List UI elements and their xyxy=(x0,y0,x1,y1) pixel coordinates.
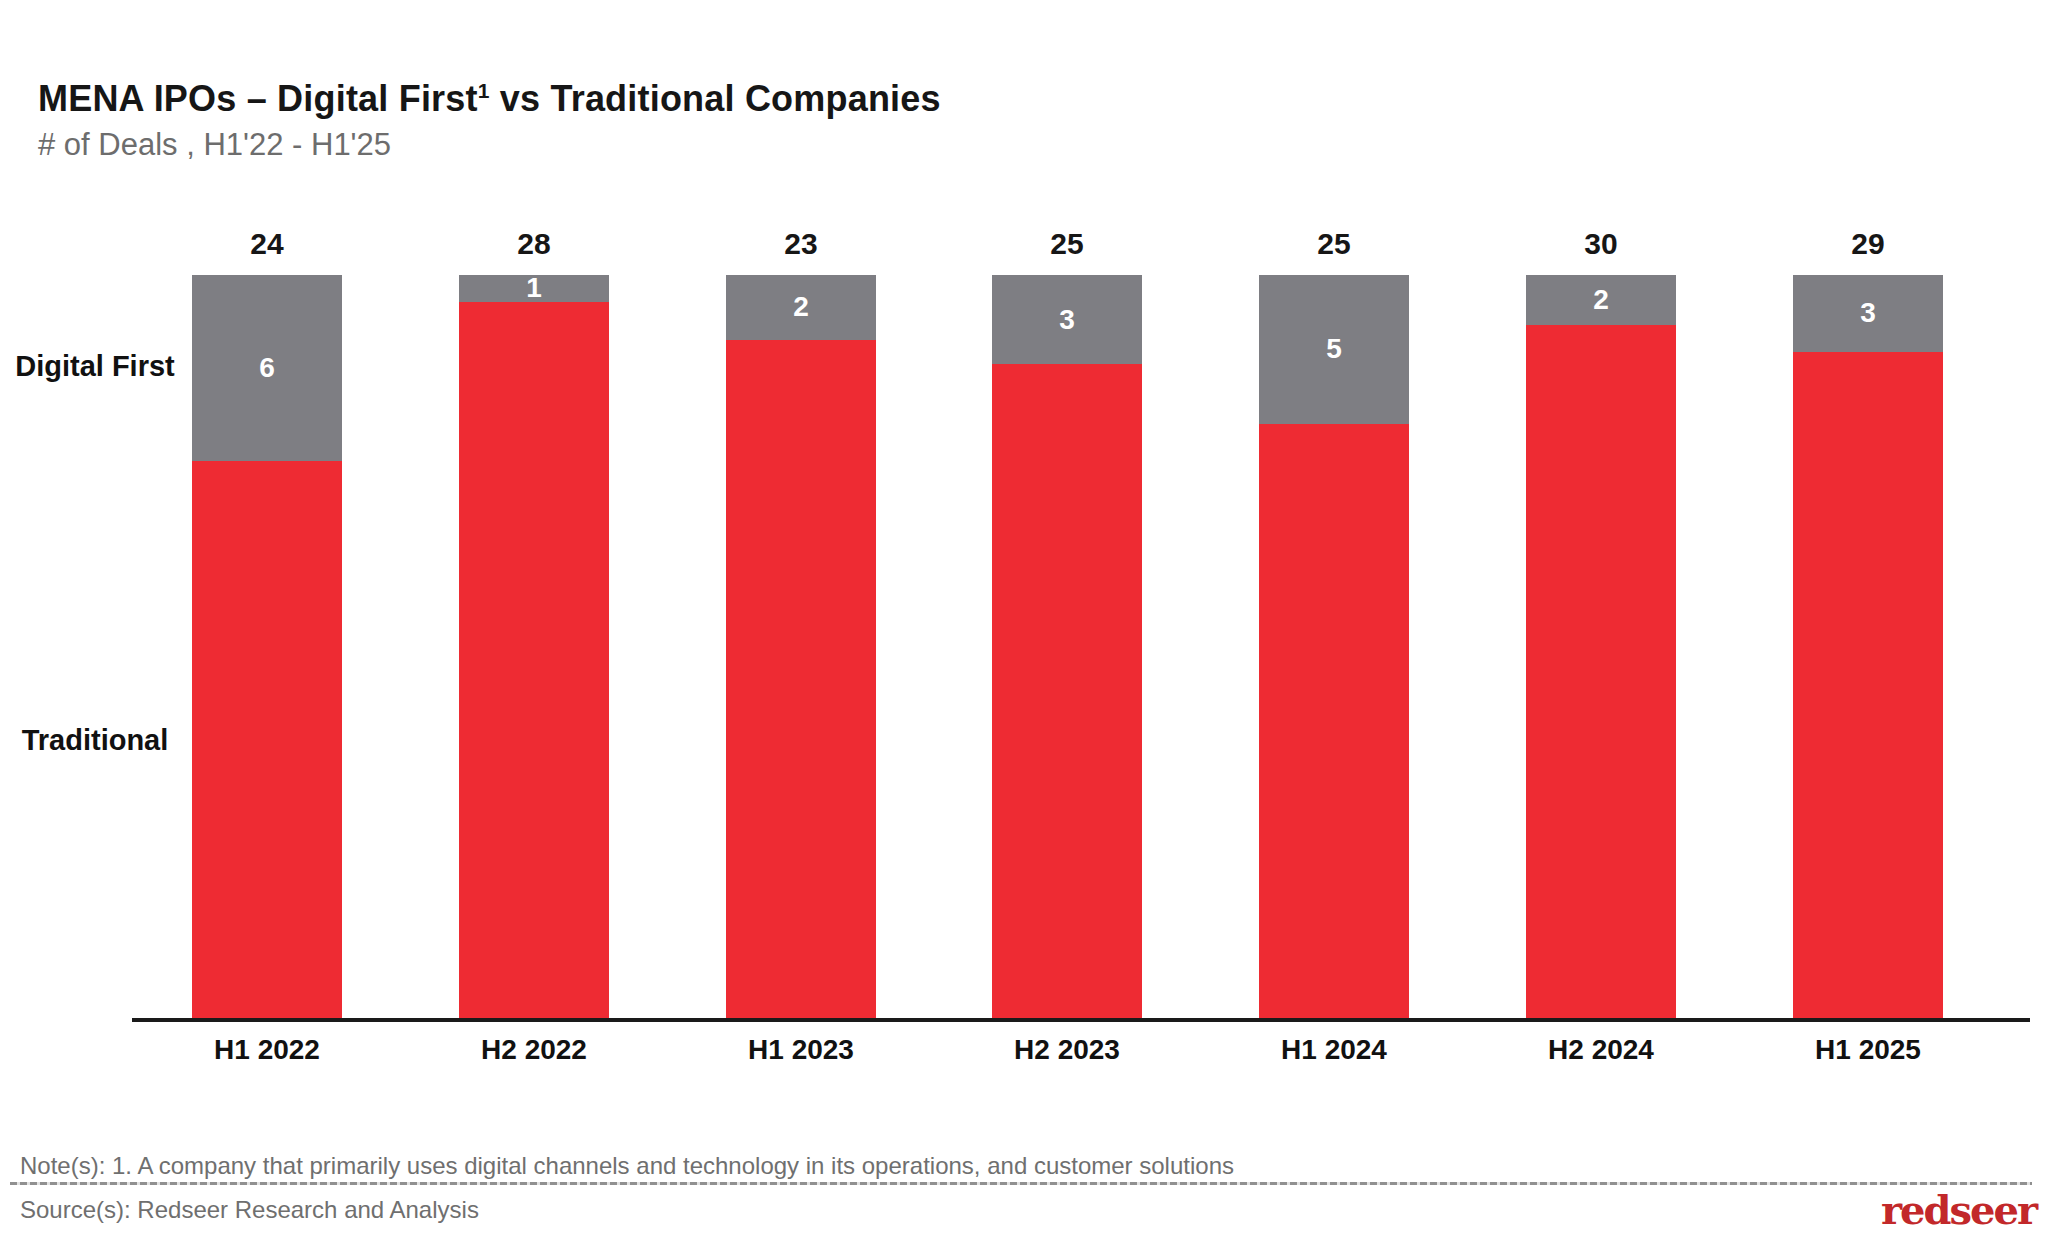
x-axis-label: H1 2023 xyxy=(748,1034,854,1066)
x-axis-label: H2 2023 xyxy=(1014,1034,1120,1066)
traditional-segment xyxy=(992,364,1142,1018)
bar-column: 302H2 2024 xyxy=(1526,275,1676,1018)
total-value-label: 30 xyxy=(1526,227,1676,261)
traditional-segment xyxy=(1793,352,1943,1018)
traditional-segment xyxy=(1259,424,1409,1018)
digital-first-segment: 5 xyxy=(1259,275,1409,424)
traditional-segment xyxy=(459,302,609,1018)
digital-first-segment: 3 xyxy=(992,275,1142,364)
x-axis-label: H2 2022 xyxy=(481,1034,587,1066)
total-value-label: 28 xyxy=(459,227,609,261)
traditional-segment xyxy=(192,461,342,1018)
digital-first-segment: 2 xyxy=(1526,275,1676,325)
plot-area: 246H1 2022 281H2 2022 232H1 2023 253H2 2023… xyxy=(132,275,2030,1018)
title-footnote-marker: 1 xyxy=(478,79,490,102)
x-axis-label: H2 2024 xyxy=(1548,1034,1654,1066)
bar-column: 246H1 2022 xyxy=(192,275,342,1018)
total-value-label: 29 xyxy=(1793,227,1943,261)
footer-divider-line xyxy=(10,1182,2032,1185)
x-axis-label: H1 2024 xyxy=(1281,1034,1387,1066)
digital-first-segment: 3 xyxy=(1793,275,1943,352)
x-axis-label: H1 2025 xyxy=(1815,1034,1921,1066)
digital-first-value-label: 1 xyxy=(526,274,542,302)
bar-column: 232H1 2023 xyxy=(726,275,876,1018)
digital-first-segment: 1 xyxy=(459,275,609,302)
bar-column: 293H1 2025 xyxy=(1793,275,1943,1018)
redseer-logo: redseer xyxy=(1881,1190,2036,1230)
digital-first-segment: 6 xyxy=(192,275,342,461)
page-title: MENA IPOs – Digital First1 vs Traditiona… xyxy=(38,78,941,120)
digital-first-value-label: 2 xyxy=(793,293,809,321)
total-value-label: 24 xyxy=(192,227,342,261)
chart-subtitle: # of Deals , H1'22 - H1'25 xyxy=(38,127,391,163)
x-axis-line xyxy=(132,1018,2030,1022)
source-line: Source(s): Redseer Research and Analysis xyxy=(20,1196,479,1224)
digital-first-value-label: 6 xyxy=(259,354,275,382)
digital-first-value-label: 3 xyxy=(1860,299,1876,327)
digital-first-value-label: 3 xyxy=(1059,306,1075,334)
x-axis-label: H1 2022 xyxy=(214,1034,320,1066)
bar-column: 281H2 2022 xyxy=(459,275,609,1018)
page-title-rest: vs Traditional Companies xyxy=(490,78,941,119)
digital-first-value-label: 2 xyxy=(1593,286,1609,314)
total-value-label: 25 xyxy=(992,227,1142,261)
page-title-text: MENA IPOs – Digital First xyxy=(38,78,478,119)
digital-first-value-label: 5 xyxy=(1326,335,1342,363)
traditional-segment xyxy=(1526,325,1676,1018)
bar-column: 253H2 2023 xyxy=(992,275,1142,1018)
digital-first-segment: 2 xyxy=(726,275,876,340)
total-value-label: 23 xyxy=(726,227,876,261)
total-value-label: 25 xyxy=(1259,227,1409,261)
slide: MENA IPOs – Digital First1 vs Traditiona… xyxy=(0,0,2048,1243)
footnote: Note(s): 1. A company that primarily use… xyxy=(20,1152,1234,1180)
bar-column: 255H1 2024 xyxy=(1259,275,1409,1018)
traditional-segment xyxy=(726,340,876,1018)
